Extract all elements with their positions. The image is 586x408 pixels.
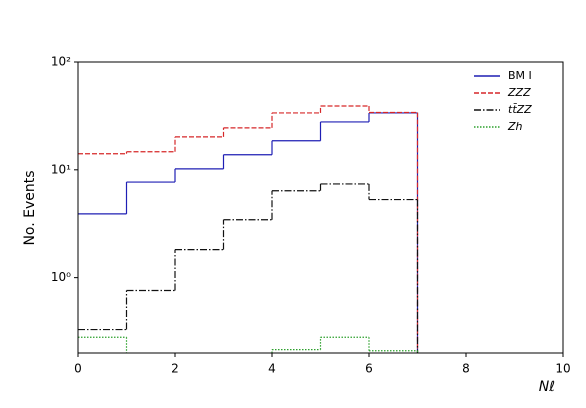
legend-label: ZZZ [507,86,531,99]
y-tick-label: 10⁰ [51,270,71,284]
x-tick-label: 2 [171,362,179,376]
y-axis-label: No. Events [22,170,38,245]
x-tick-label: 10 [555,362,570,376]
y-tick-label: 10¹ [51,162,71,176]
legend-label: Zh [507,120,523,133]
legend-label: tt̄ZZ [508,103,532,116]
legend-label: BM I [508,69,532,82]
y-tick-label: 10² [51,55,71,69]
x-axis-label: Nℓ [539,379,555,395]
x-tick-label: 6 [365,362,373,376]
x-tick-label: 4 [268,362,276,376]
plot-frame [77,61,564,354]
x-tick-label: 8 [462,362,470,376]
x-tick-label: 0 [74,362,82,376]
